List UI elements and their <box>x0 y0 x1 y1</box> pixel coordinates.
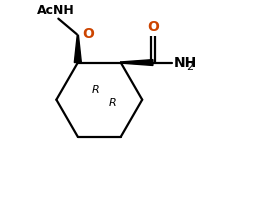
Text: O: O <box>147 20 159 34</box>
Text: AcNH: AcNH <box>37 4 75 17</box>
Text: R: R <box>92 85 99 94</box>
Text: 2: 2 <box>186 61 193 71</box>
Polygon shape <box>121 60 153 66</box>
Text: R: R <box>109 97 117 107</box>
Text: O: O <box>83 27 94 41</box>
Polygon shape <box>74 36 81 63</box>
Text: NH: NH <box>173 55 197 69</box>
